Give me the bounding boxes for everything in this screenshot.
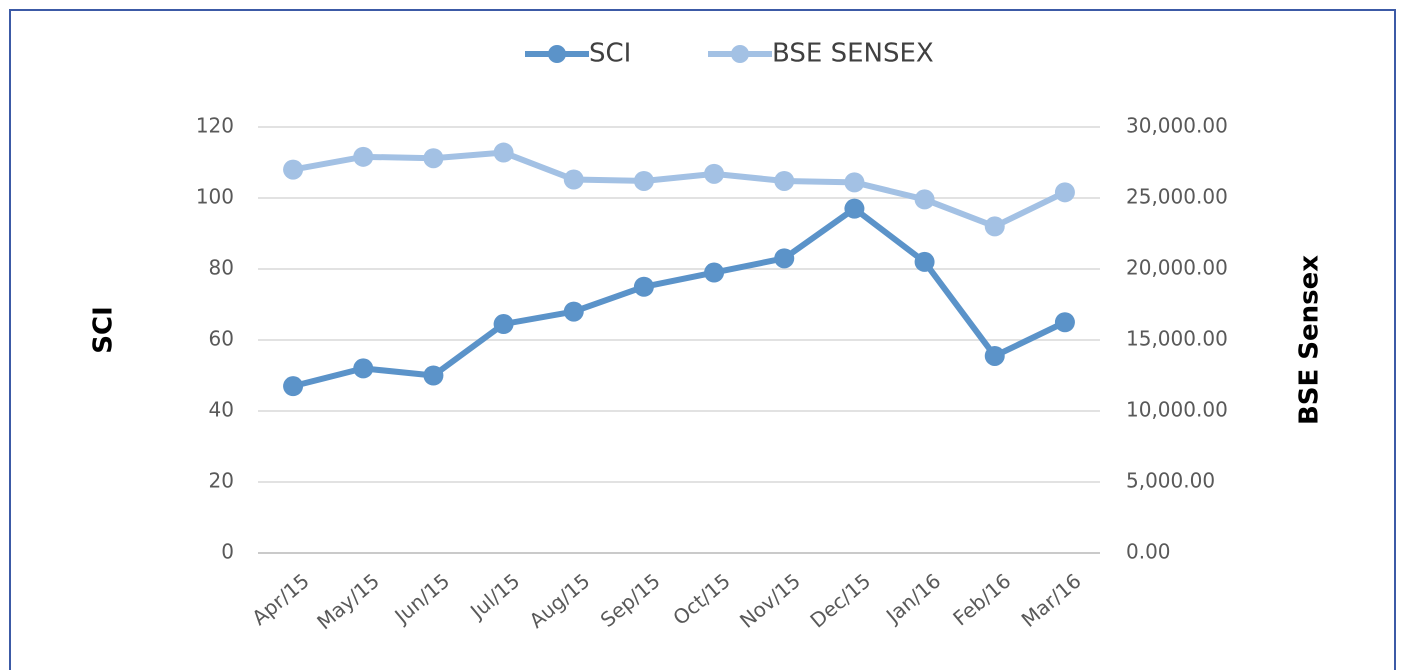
x-tick-label: Jul/15 [464,569,524,625]
legend-label: SCI [589,39,631,69]
data-point [633,276,654,297]
data-point [283,159,304,180]
y-tick-label: 100 [196,185,234,209]
series-line [292,204,1067,390]
y2-tick-label: 10,000.00 [1126,398,1228,422]
data-point [984,216,1005,237]
y2-axis-title: BSE Sensex [1295,255,1325,425]
x-tick-label: Dec/15 [805,569,875,633]
data-point [844,172,865,193]
x-tick-label: Apr/15 [247,569,314,630]
y2-tick-label: 25,000.00 [1126,185,1228,209]
x-tick-label: Oct/15 [668,569,735,630]
y-tick-label: 0 [221,540,234,564]
x-tick-label: May/15 [312,569,384,635]
data-point [563,169,584,190]
y-tick-label: 120 [196,114,234,138]
data-point [353,146,374,167]
y-tick-label: 60 [209,327,234,351]
legend-label: BSE SENSEX [772,39,934,69]
y2-tick-label: 0.00 [1126,540,1171,564]
data-point [493,142,514,163]
x-tick-label: Mar/16 [1017,569,1086,632]
y-tick-label: 40 [209,398,234,422]
x-tick-label: Feb/16 [948,569,1015,631]
data-point [774,248,795,269]
series-line [292,149,1067,230]
y-axis-title: SCI [89,306,119,353]
data-point [493,314,514,335]
frame [9,9,1396,670]
data-point [283,376,304,397]
x-tick-label: Nov/15 [735,569,805,633]
data-point [914,189,935,210]
data-point [914,251,935,272]
y2-tick-label: 20,000.00 [1126,256,1228,280]
x-tick-label: Aug/15 [524,569,594,633]
data-point [844,198,865,219]
data-point [1054,182,1075,203]
y2-tick-label: 30,000.00 [1126,114,1228,138]
data-point [704,262,725,283]
data-point [423,365,444,386]
y2-tick-label: 15,000.00 [1126,327,1228,351]
data-point [774,170,795,191]
y-tick-label: 80 [209,256,234,280]
data-point [633,170,654,191]
y-tick-label: 20 [209,469,234,493]
legend-marker [548,45,566,63]
x-tick-label: Jan/16 [880,569,945,629]
data-point [353,358,374,379]
data-point [563,301,584,322]
legend-marker [731,45,749,63]
y2-tick-label: 5,000.00 [1126,469,1215,493]
x-tick-label: Sep/15 [596,569,665,632]
x-tick-label: Jun/15 [389,569,455,629]
data-point [704,163,725,184]
data-point [1054,312,1075,333]
data-point [984,345,1005,366]
data-point [423,148,444,169]
